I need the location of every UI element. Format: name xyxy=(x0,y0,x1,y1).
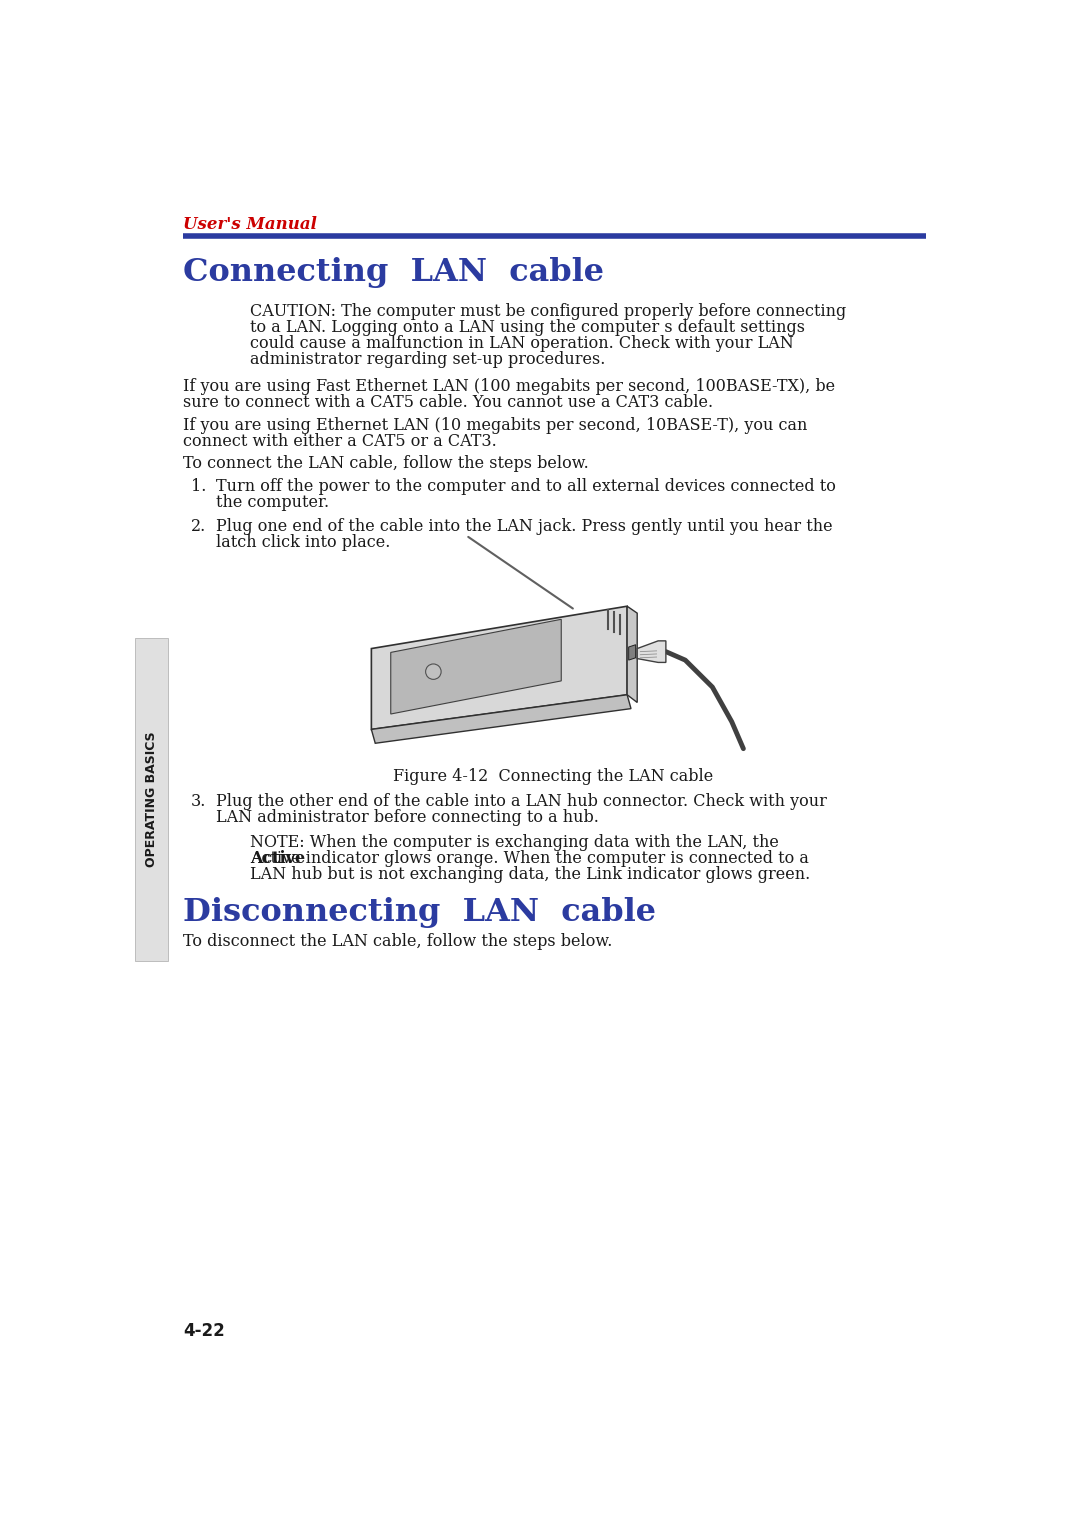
Polygon shape xyxy=(637,641,666,662)
Bar xyxy=(135,638,167,962)
Polygon shape xyxy=(372,694,631,743)
Text: OPERATING BASICS: OPERATING BASICS xyxy=(145,732,158,867)
Text: To connect the LAN cable, follow the steps below.: To connect the LAN cable, follow the ste… xyxy=(183,456,589,472)
Text: connect with either a CAT5 or a CAT3.: connect with either a CAT5 or a CAT3. xyxy=(183,433,497,450)
Text: Active indicator glows orange. When the computer is connected to a: Active indicator glows orange. When the … xyxy=(249,850,809,867)
Text: latch click into place.: latch click into place. xyxy=(216,534,391,550)
Text: 2.: 2. xyxy=(191,518,206,535)
Text: 3.: 3. xyxy=(191,792,206,809)
Text: LAN hub but is not exchanging data, the Link indicator glows green.: LAN hub but is not exchanging data, the … xyxy=(249,867,810,884)
Circle shape xyxy=(426,664,441,679)
Text: CAUTION: The computer must be configured properly before connecting: CAUTION: The computer must be configured… xyxy=(249,303,846,320)
Text: Plug one end of the cable into the LAN jack. Press gently until you hear the: Plug one end of the cable into the LAN j… xyxy=(216,518,833,535)
Text: Disconnecting  LAN  cable: Disconnecting LAN cable xyxy=(183,896,656,928)
Text: administrator regarding set-up procedures.: administrator regarding set-up procedure… xyxy=(249,352,605,368)
Text: could cause a malfunction in LAN operation. Check with your LAN: could cause a malfunction in LAN operati… xyxy=(249,335,794,352)
Text: Active: Active xyxy=(249,850,305,867)
Text: To disconnect the LAN cable, follow the steps below.: To disconnect the LAN cable, follow the … xyxy=(183,934,612,951)
Polygon shape xyxy=(372,605,627,729)
Polygon shape xyxy=(627,605,637,702)
Polygon shape xyxy=(629,645,636,661)
Text: sure to connect with a CAT5 cable. You cannot use a CAT3 cable.: sure to connect with a CAT5 cable. You c… xyxy=(183,394,713,411)
Text: LAN administrator before connecting to a hub.: LAN administrator before connecting to a… xyxy=(216,809,599,826)
Text: User's Manual: User's Manual xyxy=(183,216,318,232)
Text: the computer.: the computer. xyxy=(216,494,329,511)
Text: to a LAN. Logging onto a LAN using the computer s default settings: to a LAN. Logging onto a LAN using the c… xyxy=(249,320,805,336)
Text: Connecting  LAN  cable: Connecting LAN cable xyxy=(183,257,604,287)
Text: Plug the other end of the cable into a LAN hub connector. Check with your: Plug the other end of the cable into a L… xyxy=(216,792,827,809)
Text: Figure 4-12  Connecting the LAN cable: Figure 4-12 Connecting the LAN cable xyxy=(393,768,714,784)
Polygon shape xyxy=(391,619,562,714)
Text: 4-22: 4-22 xyxy=(183,1321,225,1339)
Text: 1.: 1. xyxy=(191,477,206,494)
Text: If you are using Ethernet LAN (10 megabits per second, 10BASE-T), you can: If you are using Ethernet LAN (10 megabi… xyxy=(183,417,808,434)
Text: Turn off the power to the computer and to all external devices connected to: Turn off the power to the computer and t… xyxy=(216,477,836,494)
Text: NOTE: When the computer is exchanging data with the LAN, the: NOTE: When the computer is exchanging da… xyxy=(249,835,779,852)
Text: If you are using Fast Ethernet LAN (100 megabits per second, 100BASE-TX), be: If you are using Fast Ethernet LAN (100 … xyxy=(183,378,835,396)
